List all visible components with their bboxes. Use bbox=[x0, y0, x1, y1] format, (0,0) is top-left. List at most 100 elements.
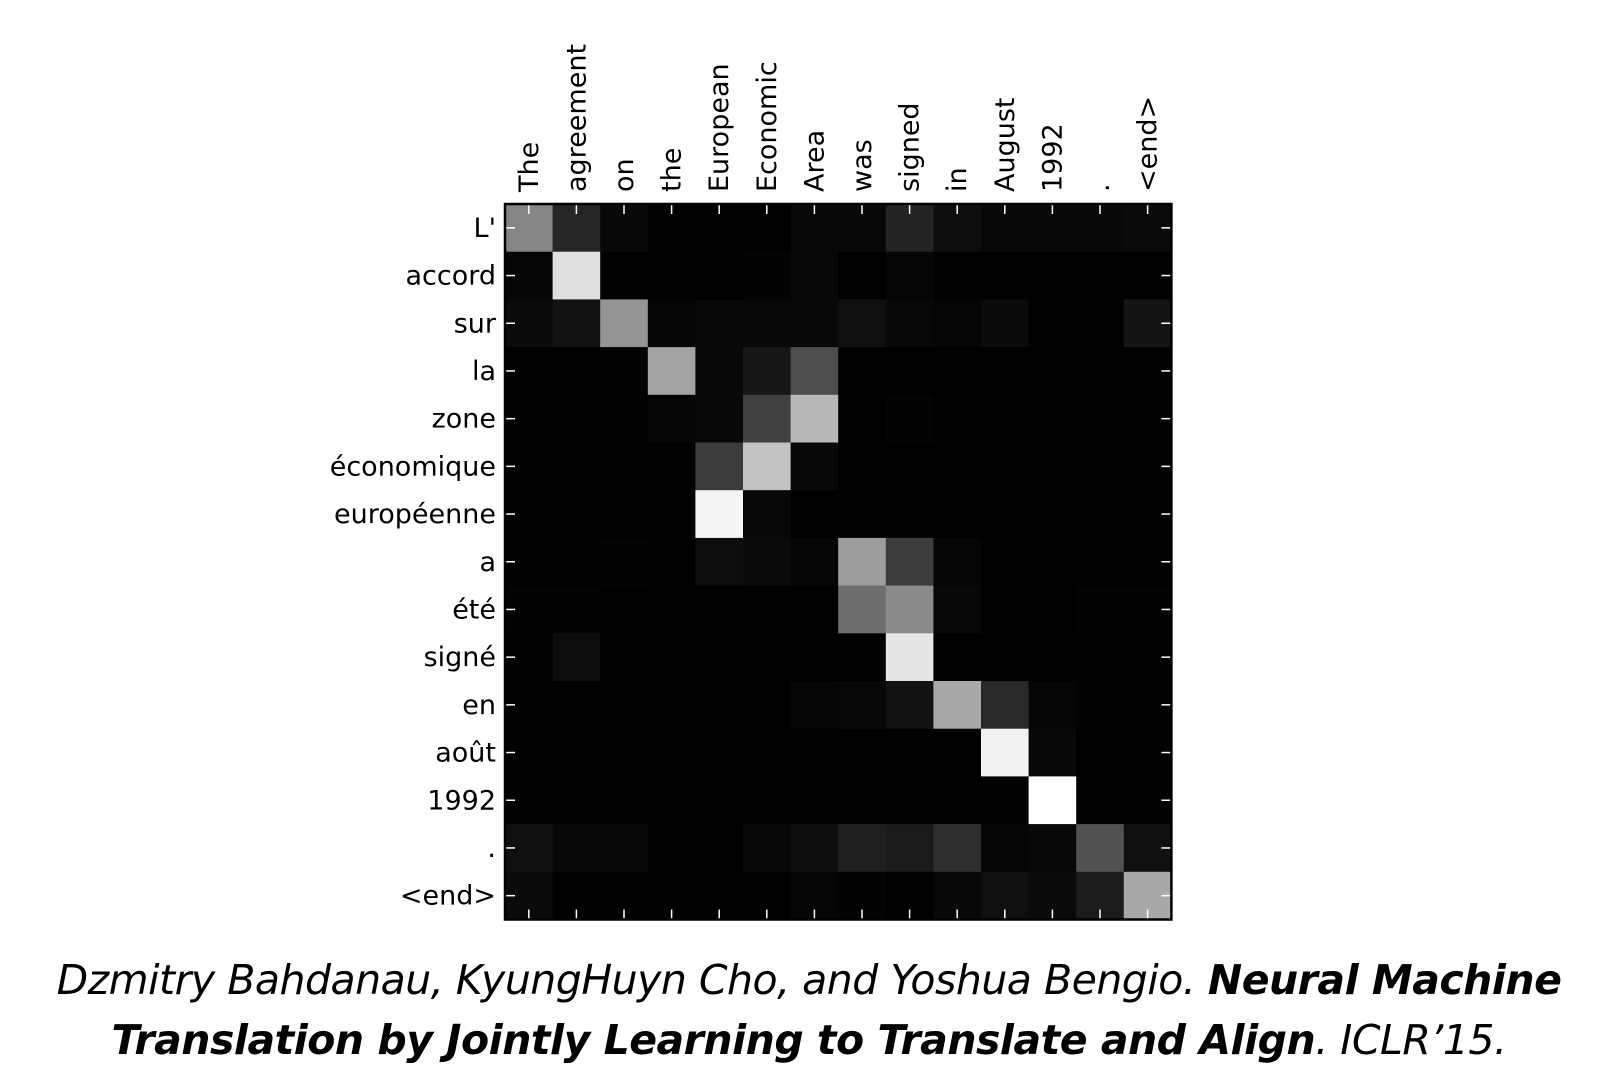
heatmap-cell bbox=[695, 442, 744, 491]
heatmap-cell bbox=[743, 585, 792, 634]
heatmap-cell bbox=[790, 299, 839, 348]
heatmap-cell bbox=[1028, 537, 1077, 587]
heatmap-cell bbox=[1076, 728, 1125, 777]
y-tick-label: L' bbox=[474, 213, 496, 244]
heatmap-cell bbox=[600, 394, 649, 444]
heatmap-cell bbox=[1076, 490, 1125, 539]
heatmap-cell bbox=[600, 824, 649, 873]
heatmap-cell bbox=[600, 442, 649, 491]
heatmap-cell bbox=[981, 251, 1030, 300]
heatmap-cell bbox=[885, 442, 934, 491]
heatmap-cell bbox=[1028, 776, 1077, 825]
heatmap-cell bbox=[552, 394, 601, 444]
heatmap-cell bbox=[552, 251, 601, 300]
heatmap-cell bbox=[1076, 633, 1125, 682]
heatmap-cell bbox=[885, 585, 934, 634]
heatmap-cell bbox=[695, 681, 744, 730]
plot-frame bbox=[503, 202, 1173, 921]
heatmap-cell bbox=[647, 633, 696, 682]
heatmap-cell bbox=[838, 824, 887, 873]
heatmap-cell bbox=[790, 394, 839, 444]
heatmap-cell bbox=[933, 347, 982, 396]
heatmap-cell bbox=[885, 537, 934, 587]
citation-caption: Dzmitry Bahdanau, KyungHuyn Cho, and Yos… bbox=[0, 950, 1618, 1070]
heatmap-cell bbox=[981, 728, 1030, 777]
heatmap-cell bbox=[695, 299, 744, 348]
heatmap-cell bbox=[600, 681, 649, 730]
heatmap-cell bbox=[838, 633, 887, 682]
heatmap-cell bbox=[885, 394, 934, 444]
heatmap-cell bbox=[1076, 776, 1125, 825]
heatmap-cell bbox=[743, 394, 792, 444]
heatmap-cell bbox=[743, 537, 792, 587]
heatmap-cell bbox=[1076, 347, 1125, 396]
heatmap-cell bbox=[885, 824, 934, 873]
caption-authors: Dzmitry Bahdanau, KyungHuyn Cho, and Yos… bbox=[56, 956, 1208, 1004]
heatmap-cell bbox=[552, 537, 601, 587]
heatmap-cell bbox=[1076, 681, 1125, 730]
heatmap-cell bbox=[981, 633, 1030, 682]
heatmap-cell bbox=[885, 490, 934, 539]
heatmap-cell bbox=[743, 490, 792, 539]
y-tick-label: en bbox=[462, 690, 496, 721]
heatmap-cell bbox=[885, 681, 934, 730]
heatmap-cell bbox=[838, 537, 887, 587]
heatmap-cell bbox=[1028, 394, 1077, 444]
heatmap-cell bbox=[1076, 537, 1125, 587]
heatmap-cell bbox=[933, 394, 982, 444]
heatmap-cell bbox=[647, 728, 696, 777]
heatmap-cell bbox=[552, 585, 601, 634]
heatmap-cell bbox=[743, 251, 792, 300]
heatmap-cell bbox=[838, 681, 887, 730]
heatmap-cell bbox=[933, 537, 982, 587]
heatmap-cell bbox=[838, 251, 887, 300]
heatmap-cell bbox=[981, 490, 1030, 539]
heatmap-cell bbox=[695, 776, 744, 825]
y-tick-label: été bbox=[452, 594, 496, 625]
heatmap-cell bbox=[1076, 442, 1125, 491]
heatmap-cell bbox=[647, 490, 696, 539]
heatmap-cell bbox=[1028, 299, 1077, 348]
caption-paper-title: Neural Machine Translation by Jointly Le… bbox=[111, 956, 1562, 1064]
heatmap-cell bbox=[743, 824, 792, 873]
heatmap-cell bbox=[838, 394, 887, 444]
heatmap-cell bbox=[743, 776, 792, 825]
x-tick-label: in bbox=[942, 167, 973, 192]
heatmap-cell bbox=[647, 442, 696, 491]
heatmap-cell bbox=[1028, 728, 1077, 777]
y-tick-label: zone bbox=[432, 404, 496, 435]
heatmap-cell bbox=[647, 347, 696, 396]
y-tick-label: a bbox=[479, 547, 496, 578]
heatmap-cell bbox=[600, 490, 649, 539]
heatmap-cell bbox=[838, 776, 887, 825]
heatmap-cell bbox=[647, 776, 696, 825]
x-tick-label: agreement bbox=[561, 44, 592, 192]
attention-heatmap-chart: The agreement on the European Economic Area was… bbox=[330, 44, 1173, 921]
heatmap-cell bbox=[790, 251, 839, 300]
heatmap-cell bbox=[552, 633, 601, 682]
heatmap-cell bbox=[1028, 251, 1077, 300]
heatmap-cell bbox=[933, 824, 982, 873]
y-tick-label: août bbox=[435, 738, 496, 769]
heatmap-cell bbox=[647, 537, 696, 587]
heatmap-cell bbox=[981, 347, 1030, 396]
x-tick-label: 1992 bbox=[1037, 123, 1068, 192]
heatmap-cell bbox=[933, 776, 982, 825]
heatmap-cell bbox=[981, 824, 1030, 873]
heatmap-cell bbox=[743, 681, 792, 730]
heatmap-cell bbox=[933, 633, 982, 682]
heatmap-cell bbox=[981, 394, 1030, 444]
y-tick-label: la bbox=[472, 356, 496, 387]
heatmap-cell bbox=[743, 633, 792, 682]
y-tick-labels: L' accord sur la zone économique européenne a ét… bbox=[330, 213, 497, 912]
heatmap-cell bbox=[600, 728, 649, 777]
heatmap-cell bbox=[647, 824, 696, 873]
heatmap-cell bbox=[981, 537, 1030, 587]
x-tick-label: August bbox=[990, 98, 1021, 193]
heatmap-cell bbox=[1076, 394, 1125, 444]
heatmap-cell bbox=[933, 442, 982, 491]
heatmap-cell bbox=[552, 728, 601, 777]
heatmap-cell bbox=[790, 633, 839, 682]
heatmap-cell bbox=[790, 824, 839, 873]
heatmap-cells bbox=[505, 204, 1172, 921]
